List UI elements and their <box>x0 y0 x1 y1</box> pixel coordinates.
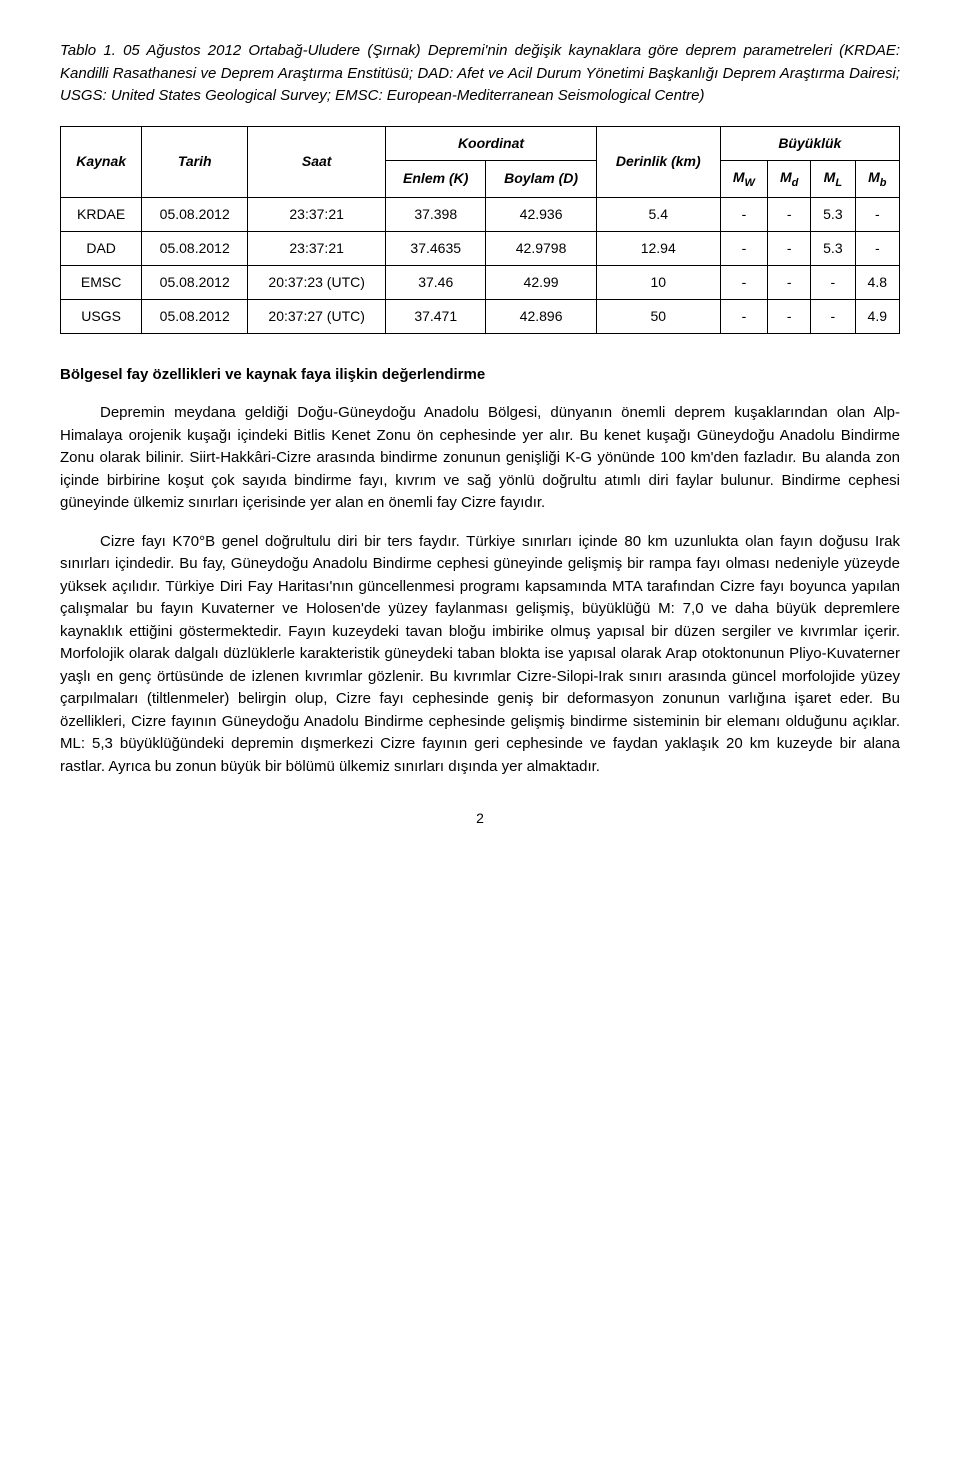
cell-kaynak: DAD <box>61 231 142 265</box>
cell-saat: 23:37:21 <box>248 197 386 231</box>
cell-saat: 20:37:23 (UTC) <box>248 265 386 299</box>
th-boylam: Boylam (D) <box>486 160 597 197</box>
th-enlem: Enlem (K) <box>386 160 486 197</box>
cell-tarih: 05.08.2012 <box>142 299 248 333</box>
cell-boylam: 42.99 <box>486 265 597 299</box>
paragraph-2: Cizre fayı K70°B genel doğrultulu diri b… <box>60 531 900 779</box>
cell-enlem: 37.46 <box>386 265 486 299</box>
th-mw: MW <box>720 160 768 197</box>
cell-mw: - <box>720 231 768 265</box>
table-row: EMSC 05.08.2012 20:37:23 (UTC) 37.46 42.… <box>61 265 900 299</box>
cell-mb: 4.8 <box>855 265 899 299</box>
table-row: DAD 05.08.2012 23:37:21 37.4635 42.9798 … <box>61 231 900 265</box>
cell-md: - <box>768 299 811 333</box>
cell-mb: - <box>855 231 899 265</box>
cell-mw: - <box>720 197 768 231</box>
th-mb: Mb <box>855 160 899 197</box>
cell-tarih: 05.08.2012 <box>142 265 248 299</box>
th-md: Md <box>768 160 811 197</box>
th-tarih: Tarih <box>142 126 248 197</box>
cell-boylam: 42.936 <box>486 197 597 231</box>
cell-enlem: 37.471 <box>386 299 486 333</box>
th-saat: Saat <box>248 126 386 197</box>
cell-derinlik: 12.94 <box>596 231 720 265</box>
cell-ml: 5.3 <box>811 197 855 231</box>
cell-kaynak: KRDAE <box>61 197 142 231</box>
cell-md: - <box>768 265 811 299</box>
paragraph-1: Depremin meydana geldiği Doğu-Güneydoğu … <box>60 402 900 515</box>
th-derinlik: Derinlik (km) <box>596 126 720 197</box>
section-title: Bölgesel fay özellikleri ve kaynak faya … <box>60 364 900 387</box>
cell-md: - <box>768 197 811 231</box>
cell-enlem: 37.4635 <box>386 231 486 265</box>
th-buyukluk: Büyüklük <box>720 126 899 160</box>
cell-mb: - <box>855 197 899 231</box>
cell-boylam: 42.9798 <box>486 231 597 265</box>
parameters-table: Kaynak Tarih Saat Koordinat Derinlik (km… <box>60 126 900 334</box>
cell-derinlik: 50 <box>596 299 720 333</box>
cell-kaynak: USGS <box>61 299 142 333</box>
page-number: 2 <box>60 808 900 829</box>
cell-saat: 23:37:21 <box>248 231 386 265</box>
cell-tarih: 05.08.2012 <box>142 231 248 265</box>
cell-ml: - <box>811 265 855 299</box>
table-caption: Tablo 1. 05 Ağustos 2012 Ortabağ-Uludere… <box>60 40 900 108</box>
cell-md: - <box>768 231 811 265</box>
cell-boylam: 42.896 <box>486 299 597 333</box>
table-row: KRDAE 05.08.2012 23:37:21 37.398 42.936 … <box>61 197 900 231</box>
cell-saat: 20:37:27 (UTC) <box>248 299 386 333</box>
th-koordinat: Koordinat <box>386 126 597 160</box>
cell-mw: - <box>720 299 768 333</box>
cell-mw: - <box>720 265 768 299</box>
cell-ml: 5.3 <box>811 231 855 265</box>
cell-enlem: 37.398 <box>386 197 486 231</box>
cell-tarih: 05.08.2012 <box>142 197 248 231</box>
table-row: USGS 05.08.2012 20:37:27 (UTC) 37.471 42… <box>61 299 900 333</box>
cell-kaynak: EMSC <box>61 265 142 299</box>
cell-mb: 4.9 <box>855 299 899 333</box>
th-ml: ML <box>811 160 855 197</box>
cell-derinlik: 5.4 <box>596 197 720 231</box>
th-kaynak: Kaynak <box>61 126 142 197</box>
cell-derinlik: 10 <box>596 265 720 299</box>
cell-ml: - <box>811 299 855 333</box>
